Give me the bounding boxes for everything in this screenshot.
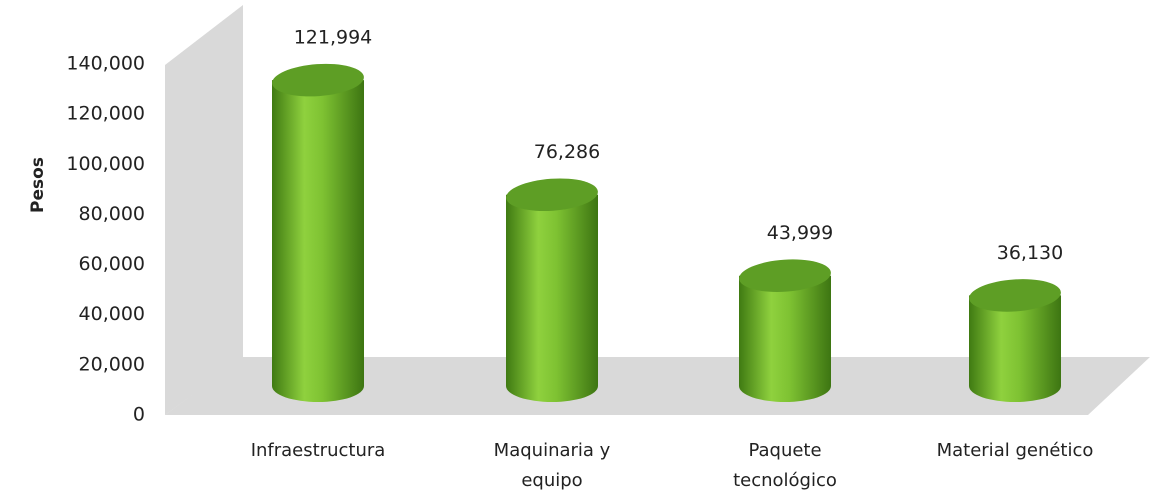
y-tick-label: 80,000 xyxy=(79,203,145,225)
bar xyxy=(506,178,598,402)
bar-top xyxy=(272,63,364,97)
value-label: 43,999 xyxy=(767,222,833,244)
value-label: 121,994 xyxy=(294,27,373,49)
side-wall xyxy=(165,5,243,415)
bar xyxy=(272,63,364,402)
value-label: 76,286 xyxy=(534,141,600,163)
bar xyxy=(969,279,1061,402)
bar-top xyxy=(739,259,831,292)
bar-body xyxy=(969,295,1061,402)
bar-top xyxy=(969,279,1061,312)
y-axis-label: Pesos xyxy=(28,157,48,213)
bar-body xyxy=(506,194,598,402)
bar-top xyxy=(506,178,598,212)
x-tick-label: Paquete tecnológico xyxy=(733,440,837,491)
y-tick-label: 140,000 xyxy=(66,53,145,75)
bar xyxy=(739,259,831,402)
floor xyxy=(165,357,1150,415)
x-tick-label: Maquinaria y equipo xyxy=(493,440,611,491)
y-tick-label: 120,000 xyxy=(66,103,145,125)
value-label: 36,130 xyxy=(997,242,1063,264)
bar-body xyxy=(739,275,831,402)
x-tick-label: Infraestructura xyxy=(250,440,386,461)
y-tick-label: 100,000 xyxy=(66,153,145,175)
x-tick-label: Material genético xyxy=(936,440,1094,461)
y-tick-label: 0 xyxy=(133,404,145,426)
bar-body xyxy=(272,80,364,402)
y-tick-label: 40,000 xyxy=(79,303,145,325)
y-tick-label: 20,000 xyxy=(79,353,145,375)
y-tick-label: 60,000 xyxy=(79,253,145,275)
